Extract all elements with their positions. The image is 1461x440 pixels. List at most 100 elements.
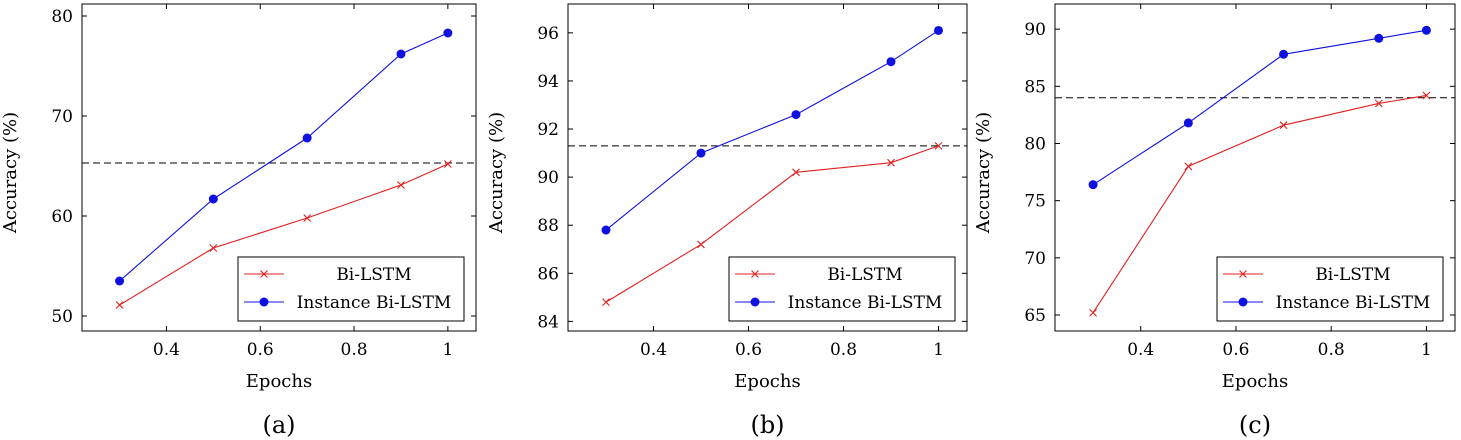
chart-panel-a: 0.4 0.6 0.8 1 50 60 70 80 Epochs Accuracy (%) Bi-L…	[0, 3, 477, 439]
x-tick-label: 0.6	[1222, 340, 1249, 360]
legend-entry-label: Bi-LSTM	[827, 265, 902, 285]
panel-label: (b)	[750, 411, 784, 439]
data-point-bilstm	[1279, 121, 1288, 130]
data-point-bilstm	[697, 240, 705, 249]
x-marker-stroke	[443, 160, 452, 168]
data-point-instance-bilstm	[396, 49, 406, 59]
x-marker-stroke	[115, 301, 124, 309]
legend-entry-label: Instance Bi-LSTM	[788, 293, 943, 313]
x-tick-label: 0.8	[830, 340, 857, 360]
panel-label: (c)	[1239, 411, 1271, 439]
y-tick-label: 85	[1024, 77, 1046, 97]
y-axis-label: Accuracy (%)	[0, 112, 21, 234]
x-tick-label: 0.8	[341, 340, 368, 360]
y-axis-label: Accuracy (%)	[973, 112, 994, 234]
x-tick-label: 0.4	[640, 340, 667, 360]
legend-box	[728, 256, 956, 322]
x-marker-stroke	[1422, 91, 1431, 100]
legend-marker-circle	[1238, 297, 1248, 307]
y-tick-label: 90	[537, 168, 559, 188]
data-point-instance-bilstm	[1374, 33, 1384, 43]
series-line-instance-bilstm	[119, 32, 449, 282]
y-tick-label: 60	[51, 207, 73, 227]
legend-entry-label: Bi-LSTM	[336, 265, 411, 285]
x-marker-stroke	[697, 240, 705, 249]
x-tick-label: 0.6	[735, 340, 762, 360]
y-axis-label: Accuracy (%)	[486, 112, 507, 234]
legend-box	[1216, 256, 1444, 322]
data-point-instance-bilstm	[696, 148, 706, 158]
x-axis-label: Epochs	[1222, 371, 1288, 392]
y-tick-label: 70	[51, 107, 73, 127]
chart-panel-b: 0.4 0.6 0.8 1 84 86 88 90 92 94 96 Epochs Accuracy (…	[486, 3, 968, 439]
data-point-bilstm	[1089, 308, 1097, 317]
y-tick-label: 84	[537, 312, 559, 332]
x-marker-stroke	[602, 298, 610, 307]
y-tick-label: 96	[537, 24, 559, 44]
data-point-instance-bilstm	[1183, 118, 1193, 128]
plot-frame	[1054, 3, 1456, 332]
x-marker-stroke	[934, 141, 943, 150]
data-point-bilstm	[115, 301, 124, 309]
x-tick-label: 1	[933, 340, 944, 360]
data-point-instance-bilstm	[1279, 49, 1289, 59]
data-point-bilstm	[934, 141, 943, 150]
legend-marker-circle	[259, 297, 269, 307]
data-point-bilstm	[792, 168, 800, 177]
x-axis-label: Epochs	[734, 371, 800, 392]
y-tick-label: 90	[1024, 20, 1046, 40]
data-point-bilstm	[887, 158, 895, 167]
legend-marker-circle	[750, 297, 760, 307]
legend-marker-x	[260, 270, 268, 278]
x-tick-label: 1	[442, 340, 453, 360]
data-point-instance-bilstm	[601, 225, 611, 235]
x-marker-stroke	[209, 244, 218, 252]
x-tick-label: 0.4	[1127, 340, 1154, 360]
x-tick-label: 0.4	[153, 340, 180, 360]
legend: Bi-LSTM Instance Bi-LSTM	[1216, 256, 1444, 322]
data-point-bilstm	[1184, 162, 1193, 171]
x-marker-stroke	[792, 168, 800, 177]
data-point-bilstm	[443, 160, 452, 168]
x-marker-stroke	[1089, 308, 1097, 317]
data-point-instance-bilstm	[886, 57, 896, 67]
y-tick-label: 75	[1024, 192, 1046, 212]
legend-entry-label: Instance Bi-LSTM	[1276, 293, 1431, 313]
y-tick-label: 92	[537, 120, 559, 140]
y-tick-label: 80	[1024, 134, 1046, 154]
plot-frame	[567, 3, 968, 332]
data-point-instance-bilstm	[443, 28, 453, 38]
data-point-bilstm	[1422, 91, 1431, 100]
x-tick-label: 0.6	[247, 340, 274, 360]
data-point-bilstm	[397, 181, 405, 189]
legend-box	[237, 256, 465, 322]
data-point-instance-bilstm	[302, 133, 312, 143]
series-line-instance-bilstm	[1092, 29, 1427, 186]
data-point-instance-bilstm	[115, 276, 125, 286]
legend-entry-label: Instance Bi-LSTM	[297, 293, 452, 313]
data-point-instance-bilstm	[791, 110, 801, 120]
x-marker-stroke	[1374, 99, 1383, 108]
y-tick-label: 50	[51, 307, 73, 327]
panel-label: (a)	[262, 411, 295, 439]
legend-marker-x	[751, 270, 759, 278]
data-point-bilstm	[1374, 99, 1383, 108]
data-point-instance-bilstm	[934, 25, 943, 35]
legend: Bi-LSTM Instance Bi-LSTM	[728, 256, 956, 322]
data-point-instance-bilstm	[1088, 180, 1098, 190]
legend-marker-x	[1239, 270, 1247, 278]
data-point-instance-bilstm	[1421, 25, 1431, 35]
legend: Bi-LSTM Instance Bi-LSTM	[237, 256, 465, 322]
data-point-bilstm	[303, 214, 312, 222]
plot-frame	[81, 3, 477, 332]
y-tick-label: 70	[1024, 249, 1046, 269]
x-tick-label: 0.8	[1318, 340, 1345, 360]
x-marker-stroke	[397, 181, 405, 189]
chart-panel-c: 0.4 0.6 0.8 1 65 70 75 80 85 90 Epochs Accuracy (%)…	[973, 3, 1456, 439]
y-tick-label: 86	[537, 264, 559, 284]
data-point-bilstm	[209, 244, 218, 252]
data-point-bilstm	[602, 298, 610, 307]
legend-entry-label: Bi-LSTM	[1315, 265, 1390, 285]
y-tick-label: 80	[51, 7, 73, 27]
